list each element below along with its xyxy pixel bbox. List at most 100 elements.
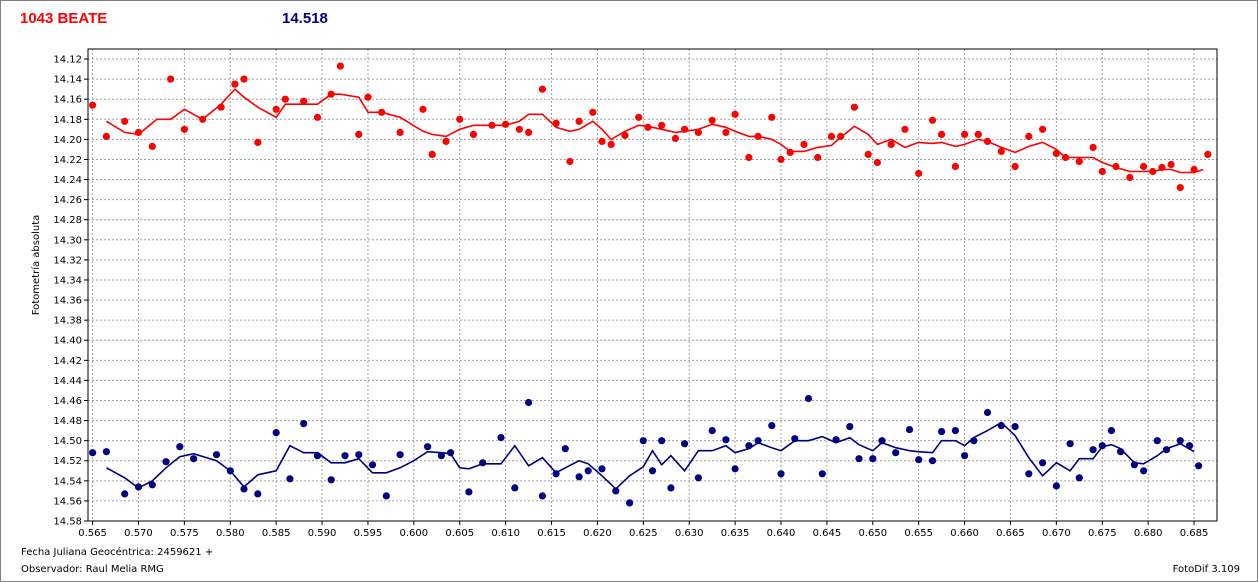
trend-line <box>105 88 1204 174</box>
x-tick-label: 0.610 <box>491 528 520 539</box>
data-point <box>1117 448 1125 456</box>
data-point <box>607 140 615 148</box>
data-point <box>983 137 992 145</box>
data-point <box>584 467 592 475</box>
data-point <box>644 123 652 131</box>
data-point <box>1126 173 1134 182</box>
data-point <box>538 85 547 93</box>
data-point <box>818 470 826 478</box>
y-tick-label: 14.36 <box>53 296 82 307</box>
data-point <box>589 108 597 116</box>
data-point <box>983 408 992 417</box>
data-point <box>598 137 606 145</box>
data-point <box>1098 442 1106 450</box>
data-point <box>313 452 322 460</box>
y-tick-label: 14.52 <box>53 456 82 467</box>
data-point <box>1107 427 1115 435</box>
y-tick-label: 14.48 <box>53 416 82 427</box>
x-tick-label: 0.645 <box>813 528 842 539</box>
data-point <box>928 457 937 465</box>
data-point <box>336 62 344 70</box>
y-tick-label: 14.34 <box>53 275 82 286</box>
y-tick-label: 14.44 <box>53 376 82 387</box>
data-point <box>1153 437 1161 445</box>
data-point <box>382 492 390 500</box>
data-point <box>1025 132 1033 140</box>
data-point <box>928 116 937 124</box>
y-tick-label: 14.54 <box>53 476 82 487</box>
data-point <box>134 128 143 136</box>
data-point <box>300 97 308 105</box>
data-point <box>254 138 262 146</box>
x-tick-label: 0.630 <box>675 528 704 539</box>
data-point <box>997 147 1005 155</box>
data-point <box>708 427 716 435</box>
data-point <box>300 420 308 428</box>
data-point <box>341 452 349 460</box>
data-point <box>745 153 753 162</box>
data-point <box>368 461 377 469</box>
data-point <box>768 113 776 121</box>
data-point <box>1052 149 1060 157</box>
data-point <box>378 108 386 116</box>
y-tick-label: 14.32 <box>53 255 82 266</box>
data-point <box>355 130 363 138</box>
data-point <box>1075 157 1083 166</box>
data-point <box>1066 440 1074 448</box>
data-point <box>364 93 372 101</box>
data-point <box>134 483 143 491</box>
data-point <box>1112 162 1120 171</box>
y-tick-label: 14.12 <box>53 55 82 66</box>
data-point <box>199 115 207 123</box>
x-tick-label: 0.600 <box>400 528 429 539</box>
x-tick-label: 0.595 <box>354 528 383 539</box>
x-tick-label: 0.650 <box>858 528 887 539</box>
x-tick-label: 0.635 <box>721 528 750 539</box>
data-point <box>1061 153 1070 162</box>
data-point <box>525 398 533 407</box>
y-tick-label: 14.26 <box>53 195 82 206</box>
data-point <box>515 125 524 133</box>
data-point <box>272 105 280 113</box>
data-point <box>327 90 335 98</box>
data-point <box>961 452 969 460</box>
x-tick-label: 0.590 <box>308 528 337 539</box>
x-tick-label: 0.655 <box>904 528 933 539</box>
data-point <box>488 121 496 129</box>
data-point <box>1185 442 1194 450</box>
data-point <box>873 158 882 167</box>
data-point <box>212 451 221 459</box>
data-point <box>648 467 657 475</box>
data-point <box>667 484 675 492</box>
data-point <box>469 130 478 138</box>
data-point <box>1167 160 1175 169</box>
data-point <box>754 132 762 140</box>
x-tick-label: 0.685 <box>1180 528 1209 539</box>
y-tick-label: 14.16 <box>53 95 82 106</box>
y-tick-label: 14.30 <box>53 235 82 246</box>
x-tick-label: 0.585 <box>262 528 291 539</box>
data-point <box>887 140 895 148</box>
trend-line <box>106 421 1195 491</box>
data-point <box>313 113 322 121</box>
data-point <box>479 459 487 467</box>
data-point <box>722 436 730 444</box>
data-point <box>281 95 289 103</box>
data-point <box>419 105 427 113</box>
data-point <box>681 440 689 448</box>
data-point <box>180 125 188 133</box>
data-point <box>671 134 680 142</box>
data-point <box>525 128 533 136</box>
data-point <box>708 116 716 124</box>
y-tick-label: 14.42 <box>53 356 82 367</box>
data-point <box>162 458 170 466</box>
x-tick-label: 0.580 <box>216 528 245 539</box>
data-point <box>148 481 156 489</box>
data-point <box>1089 143 1097 151</box>
data-point <box>681 125 689 133</box>
target-series <box>89 62 1212 192</box>
chart-title: 1043 BEATE <box>20 10 108 27</box>
data-point <box>598 465 606 473</box>
series <box>89 62 1212 507</box>
